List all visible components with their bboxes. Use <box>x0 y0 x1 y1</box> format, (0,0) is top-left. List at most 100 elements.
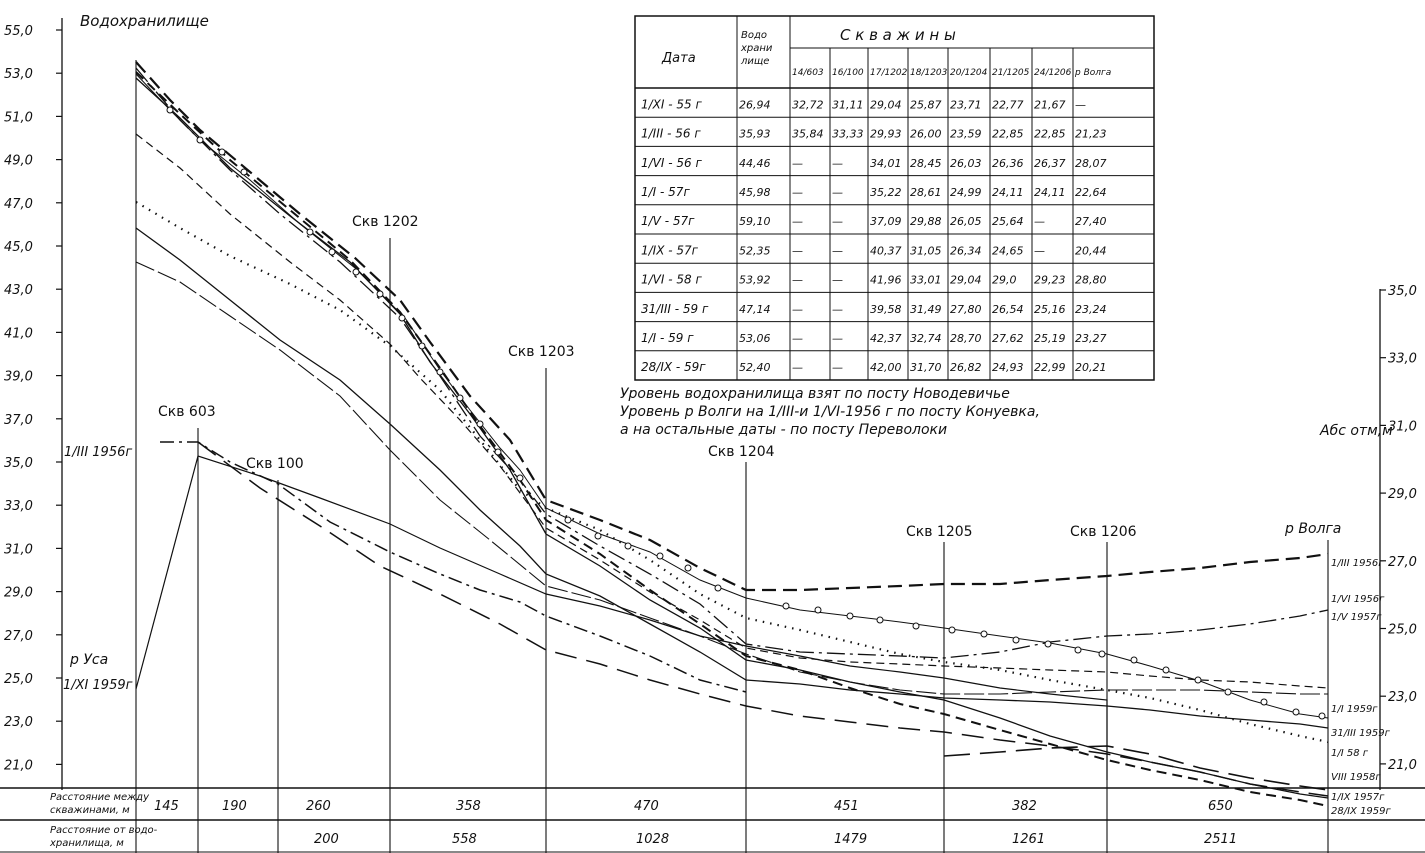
table-cell: 20,44 <box>1075 244 1107 257</box>
right-line-label: 1/VI 1956г <box>1331 594 1385 605</box>
curve-circle-marker <box>1098 650 1106 658</box>
table-cell: 23,27 <box>1075 332 1107 345</box>
distance-from-reservoir-value: 200 <box>314 832 339 847</box>
left-tick-label: 31,0 <box>4 542 33 557</box>
right-tick-label: 35,0 <box>1388 284 1417 299</box>
table-cell: — <box>832 303 843 316</box>
left-tick-label: 45,0 <box>4 240 33 255</box>
curve-usa-base <box>135 455 1108 780</box>
curve-circle-marker <box>1074 646 1082 654</box>
table-cell: 40,37 <box>870 244 902 257</box>
distance-between-value: 451 <box>834 799 859 814</box>
curve-circle-marker <box>684 564 692 572</box>
table-col-header: 18/1203 <box>910 68 948 78</box>
table-cell: 1/VI - 58 г <box>641 273 702 287</box>
curve-31-III-1959 <box>135 201 1329 744</box>
left-tick-label: 39,0 <box>4 370 33 385</box>
table-cell: 25,87 <box>910 98 942 111</box>
table-cell: — <box>1075 98 1086 111</box>
table-cell: — <box>792 215 803 228</box>
table-cell: 21,23 <box>1075 128 1107 141</box>
right-axis: 35,0 33,0 31,0 29,0 27,0 25,0 23,0 21,0 Абс отм… <box>1319 284 1417 790</box>
curve-circle-marker <box>494 448 502 456</box>
table-cell: — <box>792 244 803 257</box>
left-tick-label: 25,0 <box>4 672 33 687</box>
table-cell: — <box>792 157 803 170</box>
note-line-1: Уровень водохранилища взят по посту Ново… <box>620 386 1010 402</box>
distance-between-value: 260 <box>306 799 331 814</box>
table-cell: 44,46 <box>739 157 771 170</box>
table-cell: 20,21 <box>1075 361 1107 374</box>
curve-28-IX-1959 <box>135 71 1329 807</box>
right-tick-label: 29,0 <box>1388 487 1417 502</box>
right-line-labels: 1/III 1956г 1/VI 1956г 1/V 1957г 1/I 1959г 3… <box>1331 558 1392 817</box>
distance-between-value: 382 <box>1012 799 1037 814</box>
curve-circle-marker <box>564 516 572 524</box>
table-cell: 26,36 <box>992 157 1024 170</box>
table-cell: — <box>1034 244 1045 257</box>
table-cell: — <box>1034 215 1045 228</box>
curve-1-VI-1956 <box>135 67 1329 659</box>
table-cell: 24,65 <box>992 244 1024 257</box>
table-cell: 1/XI - 55 г <box>641 97 702 111</box>
curve-1-III-1956-lower <box>135 261 1328 695</box>
left-tick-label: 29,0 <box>4 586 33 601</box>
table-col-header: 21/1205 <box>992 68 1030 78</box>
left-tick-label: 41,0 <box>4 326 33 341</box>
curve-circle-marker <box>1162 666 1170 674</box>
table-cell: 1/I - 57г <box>641 185 690 199</box>
left-tick-label: 35,0 <box>4 456 33 471</box>
curve-circle-marker <box>594 532 602 540</box>
curve-circle-marker <box>1130 656 1138 664</box>
curve-1-I-1958 <box>135 133 1329 689</box>
left-tick-label: 47,0 <box>4 197 33 212</box>
table-col-header: 20/1204 <box>950 68 988 78</box>
table-cell: 29,04 <box>870 98 902 111</box>
table-cell: 32,74 <box>910 332 942 345</box>
curve-circle-marker <box>656 552 664 560</box>
table-cell: 35,84 <box>792 128 824 141</box>
table-cell: — <box>832 361 843 374</box>
table-cell: 31/III - 59 г <box>641 302 709 316</box>
table-cell: 52,35 <box>739 244 771 257</box>
curve-volga-lower <box>943 745 1329 791</box>
table-cell: 34,01 <box>870 157 902 170</box>
table-col-header: 17/1202 <box>870 68 908 78</box>
table-cell: 28/IX - 59г <box>641 360 706 374</box>
table-cell: 26,54 <box>992 303 1024 316</box>
table-cell: 24,93 <box>992 361 1024 374</box>
right-tick-label: 31,0 <box>1388 419 1417 434</box>
distance-rows: Расстояние между скважинами, м Расстояни… <box>0 787 1425 853</box>
table-cell: 28,07 <box>1075 157 1107 170</box>
table-cell: 1/V - 57г <box>641 214 695 228</box>
table-cell: — <box>832 244 843 257</box>
curve-circle-marker <box>306 228 314 236</box>
table-cell: 28,70 <box>950 332 982 345</box>
table-cell: 22,85 <box>1034 128 1066 141</box>
left-axis: 55,0 53,0 51,0 49,0 47,0 45,0 43,0 41,0 39,0 37,0… <box>4 18 63 790</box>
table-cell: 53,06 <box>739 332 771 345</box>
curve-circle-marker <box>328 248 336 256</box>
table-cell: 41,96 <box>870 274 902 287</box>
table-col-header: р Волга <box>1074 68 1111 78</box>
table-head-reservoir: храни <box>740 43 773 54</box>
right-line-label: 1/I 1959г <box>1331 704 1378 715</box>
reservoir-label: Водохранилище <box>80 12 209 30</box>
curve-1-XI-1955 <box>197 441 1329 797</box>
note-line-2: Уровень р Волги на 1/III-и 1/VI-1956 г п… <box>620 404 1040 420</box>
left-tick-label: 49,0 <box>4 154 33 169</box>
table-cell: 26,03 <box>950 157 982 170</box>
left-tick-label: 43,0 <box>4 283 33 298</box>
table-cell: 24,99 <box>950 186 982 199</box>
curve-circle-marker <box>948 626 956 634</box>
table-cell: 42,37 <box>870 332 902 345</box>
table-cell: 29,23 <box>1034 274 1066 287</box>
curve-circle-marker <box>912 622 920 630</box>
abs-label: Абс отм,м <box>1319 423 1393 439</box>
table-col-header: 24/1206 <box>1034 68 1072 78</box>
curve-circle-marker <box>980 630 988 638</box>
table-cell: 1/IX - 57г <box>641 243 699 257</box>
table-cell: — <box>792 303 803 316</box>
right-tick-label: 33,0 <box>1388 352 1417 367</box>
table-cell: 32,72 <box>792 98 824 111</box>
